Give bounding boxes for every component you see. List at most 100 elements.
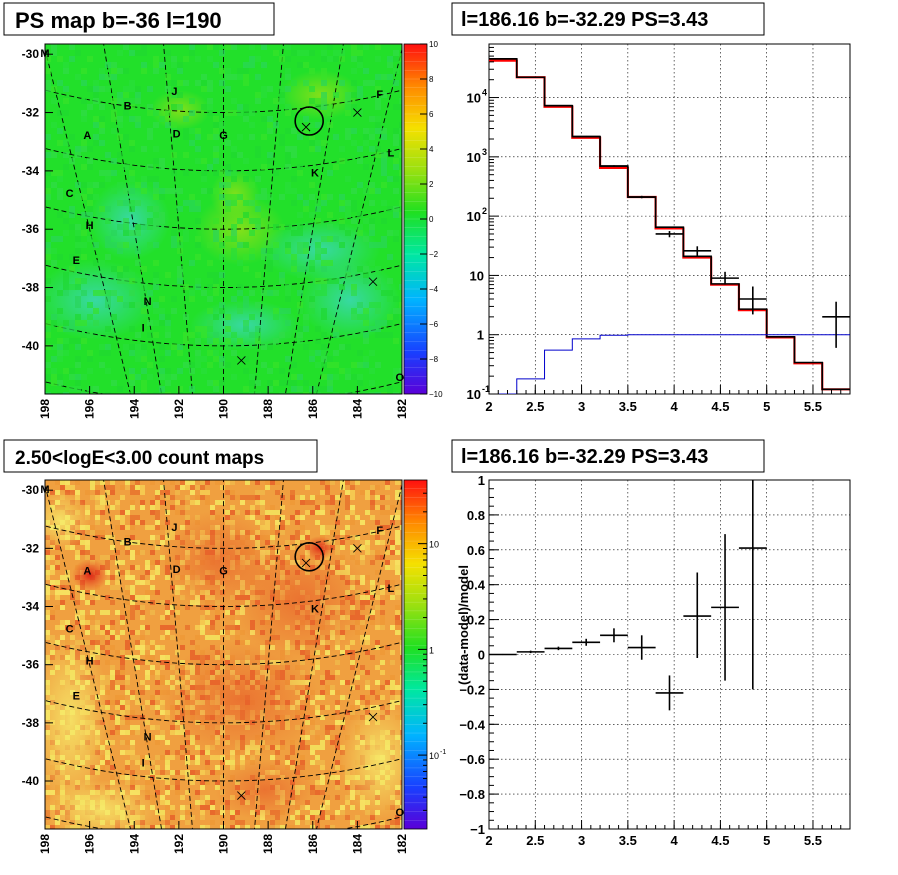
count-pixel xyxy=(380,555,385,560)
count-pixel xyxy=(240,760,245,765)
ps-pixel xyxy=(321,290,327,296)
count-pixel xyxy=(205,805,210,810)
count-pixel xyxy=(125,545,130,550)
ps-pixel xyxy=(375,146,381,152)
ps-pixel xyxy=(183,56,189,62)
count-pixel xyxy=(155,525,160,530)
ps-pixel xyxy=(351,218,357,224)
count-pixel xyxy=(140,605,145,610)
count-pixel xyxy=(160,655,165,660)
count-pixel xyxy=(165,605,170,610)
count-pixel xyxy=(205,495,210,500)
ps-pixel xyxy=(291,254,297,260)
count-pixel xyxy=(185,790,190,795)
count-pixel xyxy=(395,565,400,570)
count-pixel xyxy=(380,505,385,510)
count-pixel xyxy=(345,795,350,800)
ps-pixel xyxy=(159,356,165,362)
ps-pixel xyxy=(375,44,381,50)
ps-pixel xyxy=(213,338,219,344)
count-pixel xyxy=(110,625,115,630)
ps-pixel xyxy=(219,380,225,386)
count-pixel xyxy=(155,680,160,685)
ps-pixel xyxy=(231,332,237,338)
ps-pixel xyxy=(291,152,297,158)
count-pixel xyxy=(155,690,160,695)
count-pixel xyxy=(170,610,175,615)
count-pixel xyxy=(115,550,120,555)
count-pixel xyxy=(165,765,170,770)
count-pixel xyxy=(370,580,375,585)
ps-pixel xyxy=(207,284,213,290)
ps-pixel xyxy=(249,230,255,236)
ps-pixel xyxy=(285,158,291,164)
ps-pixel xyxy=(327,260,333,266)
count-pixel xyxy=(355,700,360,705)
count-pixel xyxy=(145,570,150,575)
ps-pixel xyxy=(393,338,399,344)
count-pixel xyxy=(315,780,320,785)
count-pixel xyxy=(330,825,335,829)
ps-pixel xyxy=(267,290,273,296)
ps-pixel xyxy=(213,350,219,356)
ps-pixel xyxy=(255,332,261,338)
count-pixel xyxy=(390,680,395,685)
ps-pixel xyxy=(171,374,177,380)
ps-pixel xyxy=(117,200,123,206)
ps-pixel xyxy=(141,50,147,56)
ps-pixel xyxy=(141,308,147,314)
count-pixel xyxy=(320,745,325,750)
count-pixel xyxy=(395,540,400,545)
ps-pixel xyxy=(231,176,237,182)
count-pixel xyxy=(320,690,325,695)
count-pixel xyxy=(395,530,400,535)
ps-pixel xyxy=(297,230,303,236)
ps-pixel xyxy=(213,314,219,320)
count-pixel xyxy=(165,760,170,765)
ps-pixel xyxy=(351,284,357,290)
count-pixel xyxy=(335,785,340,790)
ps-pixel xyxy=(369,350,375,356)
count-pixel xyxy=(340,545,345,550)
count-pixel xyxy=(125,570,130,575)
ps-pixel xyxy=(207,56,213,62)
ps-pixel xyxy=(99,74,105,80)
count-pixel xyxy=(90,485,95,490)
count-pixel xyxy=(90,625,95,630)
count-pixel xyxy=(380,820,385,825)
count-pixel xyxy=(290,495,295,500)
count-pixel xyxy=(155,705,160,710)
count-pixel xyxy=(145,765,150,770)
ps-pixel xyxy=(57,392,63,394)
count-pixel xyxy=(135,690,140,695)
ps-pixel xyxy=(279,140,285,146)
ps-pixel xyxy=(237,134,243,140)
count-pixel xyxy=(65,480,70,485)
ps-pixel xyxy=(111,380,117,386)
count-pixel xyxy=(385,685,390,690)
count-pixel xyxy=(45,585,50,590)
count-pixel xyxy=(315,755,320,760)
ps-pixel xyxy=(279,134,285,140)
count-pixel xyxy=(175,785,180,790)
count-pixel xyxy=(65,585,70,590)
count-pixel xyxy=(75,610,80,615)
count-pixel xyxy=(165,530,170,535)
ps-pixel xyxy=(375,308,381,314)
ps-pixel xyxy=(279,56,285,62)
ps-pixel xyxy=(111,230,117,236)
count-pixel xyxy=(375,535,380,540)
ps-pixel xyxy=(87,188,93,194)
ps-pixel xyxy=(339,218,345,224)
ps-pixel xyxy=(315,338,321,344)
ps-pixel xyxy=(105,368,111,374)
count-pixel xyxy=(45,560,50,565)
ps-pixel xyxy=(105,350,111,356)
count-pixel xyxy=(270,820,275,825)
ps-pixel xyxy=(135,230,141,236)
ps-pixel xyxy=(219,254,225,260)
ps-pixel xyxy=(243,242,249,248)
ps-pixel xyxy=(75,284,81,290)
count-pixel xyxy=(340,725,345,730)
count-pixel xyxy=(200,480,205,485)
